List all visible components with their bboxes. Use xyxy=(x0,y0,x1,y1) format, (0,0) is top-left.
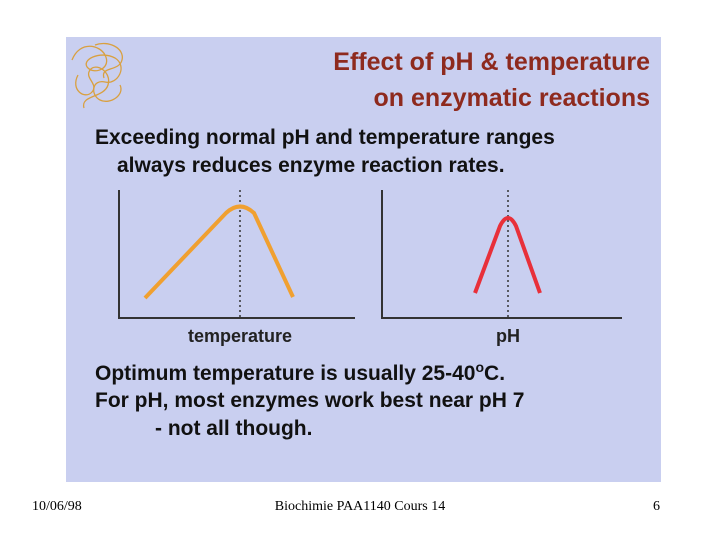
footer-date: 10/06/98 xyxy=(32,499,82,514)
text: C. xyxy=(484,362,505,385)
x-label: temperature xyxy=(188,326,292,346)
axes xyxy=(118,190,355,319)
activity-curve xyxy=(473,216,542,294)
text: Optimum temperature is usually 25-40 xyxy=(95,362,475,385)
title: on enzymatic reactions xyxy=(374,84,650,112)
x-label: pH xyxy=(496,326,520,346)
ph-chart: pH xyxy=(381,190,622,346)
axes xyxy=(381,190,622,319)
conclusion-text: - not all though. xyxy=(155,417,312,440)
conclusion-text: Optimum temperature is usually 25-40oC. xyxy=(95,359,505,385)
page-number: 6 xyxy=(653,499,660,514)
intro-text: Exceeding normal pH and temperature rang… xyxy=(95,126,555,149)
intro-text: always reduces enzyme reaction rates. xyxy=(117,154,505,177)
enzyme-icon xyxy=(71,42,123,109)
temperature-chart: temperature xyxy=(118,190,355,346)
conclusion-text: For pH, most enzymes work best near pH 7 xyxy=(95,389,524,412)
slide-panel xyxy=(66,37,661,482)
activity-curve xyxy=(143,204,295,300)
superscript: o xyxy=(475,359,484,375)
footer-course: Biochimie PAA1140 Cours 14 xyxy=(275,499,445,514)
title: Effect of pH & temperature xyxy=(333,48,650,76)
